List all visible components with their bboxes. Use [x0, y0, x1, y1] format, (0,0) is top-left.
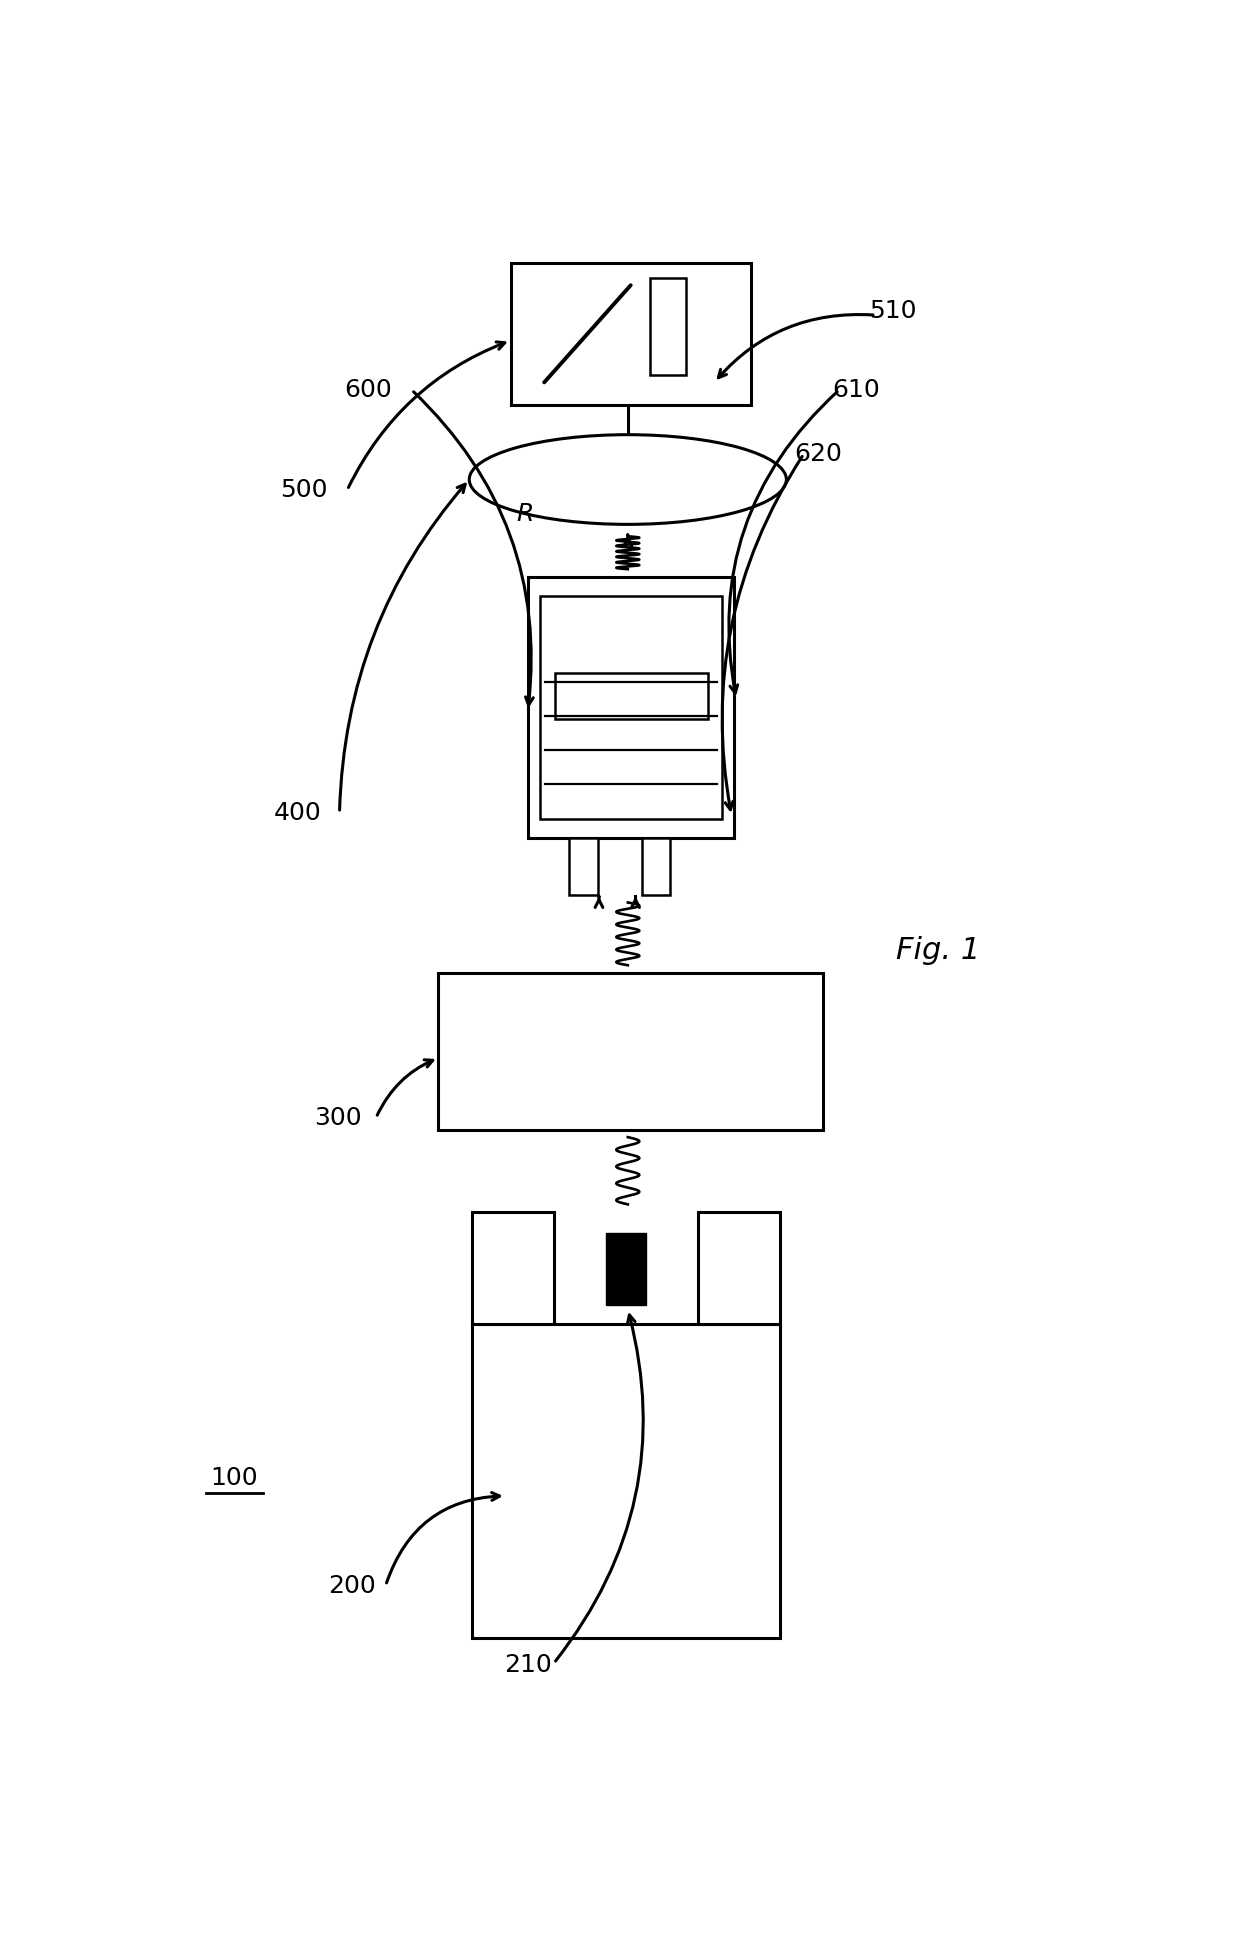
Bar: [569, 839, 598, 895]
Text: 200: 200: [329, 1574, 376, 1597]
Bar: [650, 278, 687, 375]
Bar: [528, 576, 734, 839]
Bar: [511, 262, 750, 406]
Text: 210: 210: [503, 1652, 552, 1677]
Bar: [554, 674, 708, 720]
Text: 100: 100: [210, 1465, 258, 1491]
Text: 610: 610: [832, 378, 880, 402]
Bar: [472, 1211, 554, 1324]
Bar: [541, 596, 722, 819]
Text: 510: 510: [869, 299, 916, 322]
Text: 300: 300: [314, 1106, 361, 1130]
Bar: [472, 1324, 780, 1638]
Text: Fig. 1: Fig. 1: [897, 936, 981, 965]
Text: 400: 400: [273, 802, 321, 825]
Bar: [641, 839, 671, 895]
Bar: [605, 1233, 646, 1304]
Ellipse shape: [469, 435, 786, 524]
Text: 500: 500: [280, 477, 327, 503]
Text: 600: 600: [345, 378, 392, 402]
Bar: [439, 972, 823, 1130]
Bar: [698, 1211, 780, 1324]
Text: 620: 620: [794, 443, 842, 466]
Text: R: R: [516, 503, 533, 526]
